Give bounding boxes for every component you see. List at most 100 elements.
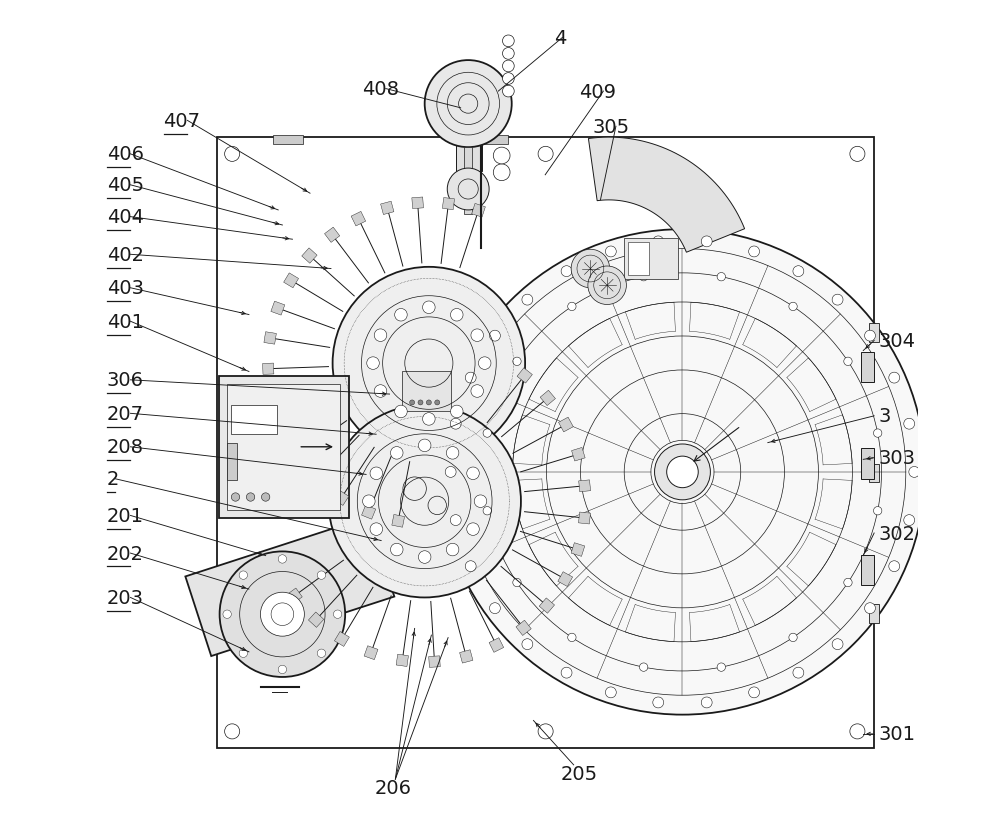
Bar — [392, 515, 405, 528]
Bar — [351, 212, 366, 227]
Circle shape — [410, 400, 415, 405]
Circle shape — [844, 358, 852, 366]
Circle shape — [653, 237, 664, 247]
Circle shape — [503, 36, 514, 48]
Circle shape — [568, 634, 576, 642]
Text: 205: 205 — [561, 764, 598, 782]
Circle shape — [446, 543, 459, 556]
Circle shape — [865, 603, 875, 614]
Circle shape — [561, 267, 572, 278]
Circle shape — [467, 523, 479, 536]
Circle shape — [489, 603, 500, 614]
Bar — [334, 632, 349, 646]
Circle shape — [850, 724, 865, 739]
Circle shape — [605, 687, 616, 698]
Circle shape — [571, 250, 610, 288]
Circle shape — [328, 405, 521, 598]
Circle shape — [478, 358, 491, 370]
Circle shape — [231, 493, 240, 502]
Bar — [402, 371, 451, 411]
Circle shape — [749, 247, 760, 257]
Bar — [273, 136, 303, 145]
Circle shape — [261, 493, 270, 502]
Circle shape — [503, 48, 514, 60]
Bar — [219, 376, 349, 518]
Circle shape — [440, 230, 925, 715]
Circle shape — [370, 523, 383, 536]
Text: 301: 301 — [878, 725, 915, 743]
Circle shape — [889, 373, 900, 384]
Bar — [396, 655, 408, 666]
Bar — [478, 136, 508, 145]
Bar — [290, 448, 305, 463]
Circle shape — [749, 687, 760, 698]
Circle shape — [374, 385, 387, 398]
Bar — [381, 202, 394, 216]
Circle shape — [493, 165, 510, 181]
Circle shape — [561, 667, 572, 678]
Circle shape — [522, 295, 533, 306]
Bar — [325, 228, 340, 243]
Bar — [442, 198, 455, 211]
Circle shape — [904, 419, 915, 430]
Bar — [579, 512, 590, 524]
Circle shape — [873, 507, 882, 515]
Circle shape — [873, 430, 882, 438]
Bar — [540, 390, 555, 406]
Circle shape — [223, 610, 231, 619]
Bar — [264, 333, 276, 344]
Circle shape — [317, 650, 326, 658]
Bar — [217, 138, 874, 748]
Text: 306: 306 — [107, 371, 144, 390]
Circle shape — [425, 61, 512, 148]
Circle shape — [653, 697, 664, 708]
Circle shape — [374, 329, 387, 342]
Circle shape — [701, 237, 712, 247]
Circle shape — [493, 148, 510, 165]
Bar — [517, 369, 532, 384]
Bar — [579, 481, 591, 492]
Circle shape — [503, 74, 514, 85]
Circle shape — [278, 665, 287, 674]
Bar — [362, 506, 376, 519]
Circle shape — [225, 147, 240, 162]
Bar — [310, 472, 325, 487]
Circle shape — [538, 147, 553, 162]
Circle shape — [239, 650, 248, 658]
Text: 405: 405 — [107, 176, 144, 195]
Text: 305: 305 — [592, 118, 629, 136]
Bar — [861, 555, 874, 585]
Circle shape — [522, 639, 533, 650]
Circle shape — [655, 445, 710, 500]
Bar — [456, 96, 482, 171]
Bar — [271, 302, 285, 316]
Circle shape — [423, 302, 435, 314]
Bar — [308, 612, 324, 628]
Circle shape — [701, 697, 712, 708]
Circle shape — [317, 571, 326, 579]
Bar — [472, 204, 485, 218]
Circle shape — [605, 247, 616, 257]
Circle shape — [423, 413, 435, 426]
Circle shape — [390, 543, 403, 556]
Bar — [464, 148, 472, 215]
Circle shape — [260, 593, 304, 636]
Circle shape — [850, 147, 865, 162]
Bar — [266, 393, 279, 406]
Text: 404: 404 — [107, 208, 144, 227]
Text: 3: 3 — [878, 407, 891, 426]
Circle shape — [426, 400, 431, 405]
Circle shape — [471, 329, 483, 342]
Bar — [572, 448, 585, 461]
Circle shape — [483, 430, 491, 438]
Circle shape — [483, 507, 491, 515]
Polygon shape — [588, 138, 745, 253]
Bar — [489, 638, 504, 653]
Text: 201: 201 — [107, 507, 144, 525]
Bar — [412, 198, 423, 209]
Circle shape — [717, 663, 725, 671]
Circle shape — [503, 86, 514, 98]
Text: 203: 203 — [107, 589, 144, 607]
Circle shape — [513, 358, 521, 366]
Circle shape — [832, 639, 843, 650]
